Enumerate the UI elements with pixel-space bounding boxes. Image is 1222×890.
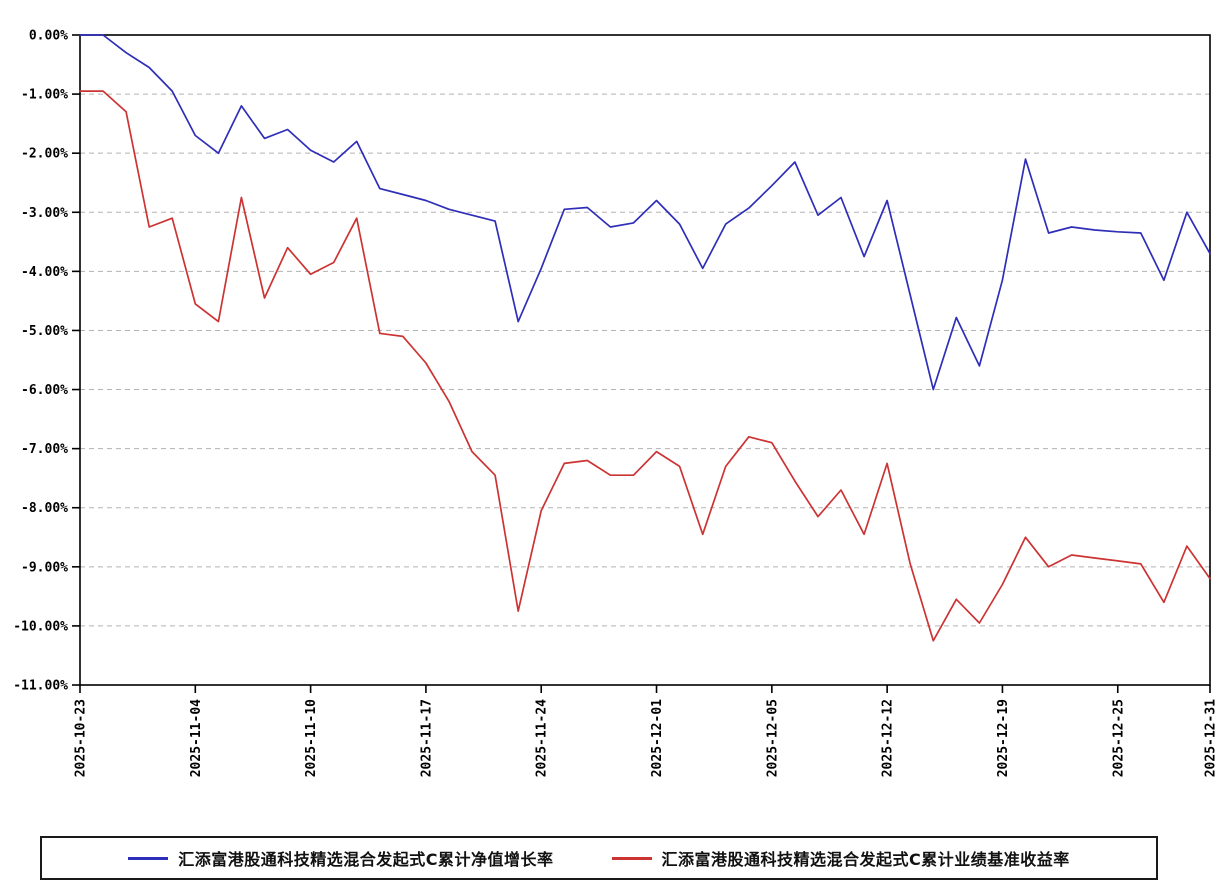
x-tick-label: 2025-11-17 — [419, 699, 434, 777]
chart-plot-area: 0.00% -1.00% -2.00% -3.00% -4.00% -5.00% -6.00… — [13, 29, 1219, 778]
y-tick-label: 0.00% — [29, 29, 68, 44]
y-tick-label: -10.00% — [13, 619, 68, 634]
y-tick-label: -4.00% — [21, 265, 68, 280]
y-tick-label: -5.00% — [21, 324, 68, 339]
x-tick-label: 2025-11-24 — [535, 699, 550, 777]
benchmark-line — [79, 90, 1211, 642]
nav-growth-line — [79, 34, 1211, 391]
plot-border — [79, 34, 1211, 686]
y-tick-label: -7.00% — [21, 442, 68, 457]
red-line-icon — [611, 856, 652, 860]
legend-item-benchmark: 汇添富港股通科技精选混合发起式C累计业绩基准收益率 — [611, 846, 1070, 870]
legend-item-nav-growth: 汇添富港股通科技精选混合发起式C累计净值增长率 — [128, 846, 553, 870]
y-tick-label: -11.00% — [13, 679, 68, 694]
blue-line-icon — [128, 856, 169, 860]
fund-performance-chart: 0.00% -1.00% -2.00% -3.00% -4.00% -5.00% -6.00… — [13, 29, 1219, 778]
x-tick-label: 2025-12-19 — [996, 699, 1011, 777]
x-tick-label: 2025-11-04 — [189, 699, 204, 777]
x-tick-label: 2025-11-10 — [304, 699, 319, 777]
legend-label-benchmark: 汇添富港股通科技精选混合发起式C累计业绩基准收益率 — [661, 850, 1070, 869]
x-tick-label: 2025-12-12 — [881, 699, 896, 777]
chart-legend: 汇添富港股通科技精选混合发起式C累计净值增长率 汇添富港股通科技精选混合发起式C… — [40, 836, 1158, 880]
x-tick-label: 2025-12-25 — [1111, 699, 1126, 777]
x-tick-label: 2025-12-01 — [650, 699, 665, 777]
y-tick-label: -9.00% — [21, 560, 68, 575]
y-tick-label: -1.00% — [21, 88, 68, 103]
y-tick-label: -6.00% — [21, 383, 68, 398]
y-tick-label: -2.00% — [21, 147, 68, 162]
y-tick-label: -3.00% — [21, 206, 68, 221]
x-tick-label: 2025-10-23 — [74, 699, 89, 777]
y-tick-label: -8.00% — [21, 501, 68, 516]
x-tick-label: 2025-12-31 — [1204, 699, 1219, 777]
x-tick-label: 2025-12-05 — [765, 699, 780, 777]
legend-label-nav-growth: 汇添富港股通科技精选混合发起式C累计净值增长率 — [178, 850, 554, 869]
